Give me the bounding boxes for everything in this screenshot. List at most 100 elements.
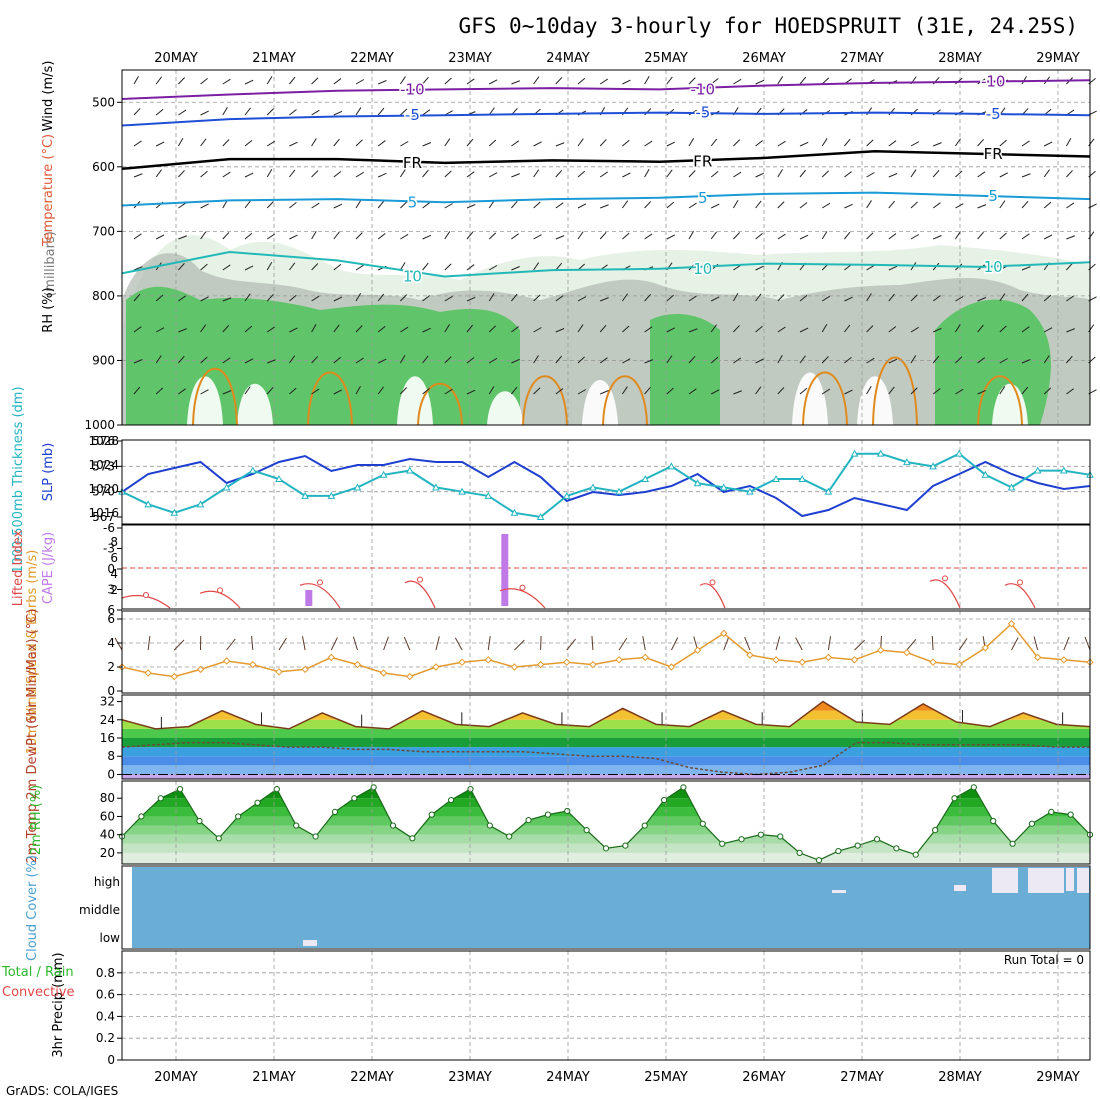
wind-barb (133, 293, 141, 302)
wind-barb (244, 358, 254, 364)
slp-frame (121, 439, 1091, 525)
wind-barb (799, 169, 807, 178)
wind-barb (688, 355, 696, 364)
wind-barb (444, 324, 450, 333)
wind-barb (511, 386, 518, 395)
wind-barb (799, 294, 808, 302)
wind10m-point (249, 660, 257, 669)
rh2m-point (157, 795, 164, 802)
wind-barb (355, 79, 365, 85)
wind-barb (621, 200, 629, 209)
rh2m-point (699, 820, 706, 827)
wind10m-point (222, 657, 231, 665)
wind-barb (488, 325, 497, 333)
rh2m-point (273, 786, 280, 793)
thickness-point (746, 487, 754, 495)
wind-barb (888, 326, 897, 333)
wind-barb (377, 200, 385, 209)
wind-barb (178, 295, 187, 302)
wind-barb (155, 355, 162, 364)
wind-barb (777, 76, 784, 85)
wind10m-barb (251, 636, 254, 651)
wind-barb (466, 264, 475, 271)
wind-barb (399, 169, 406, 178)
wind-barb (977, 389, 987, 395)
wind-barb (1066, 355, 1073, 364)
wind-barb (266, 169, 273, 178)
slp-line (121, 454, 1091, 518)
wind10m-point (432, 663, 440, 671)
wind-barb (577, 324, 584, 333)
wind-barb (222, 78, 231, 85)
wind-barb (1021, 293, 1029, 302)
wind-barb (1021, 173, 1031, 178)
isotherm-label-FR-0: FR (403, 154, 422, 172)
rh2m-point (448, 796, 455, 804)
rh-band-0 (122, 852, 1090, 864)
wind-barb (1043, 169, 1050, 178)
wind-barb (422, 142, 432, 147)
rh2m-point (312, 833, 319, 840)
temp2m-y-label: 2m Temp 2m DewPt (6hr Min/Max) (°C) (25, 609, 40, 864)
wind-barb (644, 76, 650, 85)
rh2m-point (409, 835, 416, 842)
wind10m-barb (278, 637, 287, 651)
wind-barb (644, 326, 653, 333)
wind-barb (733, 139, 741, 147)
wind10m-barb (1084, 636, 1091, 651)
wind-barb (222, 264, 231, 271)
wind-barb (511, 80, 520, 85)
upper-y-label: (millibars) (43, 231, 58, 297)
cloud-gap-3 (1066, 868, 1074, 891)
wind-barb (444, 295, 453, 302)
wind-barb (955, 296, 964, 302)
wind-barb (688, 202, 697, 209)
wind-barb (1088, 231, 1095, 240)
wind10m-point (484, 656, 492, 664)
wind-barb (378, 80, 387, 85)
wind-barb (289, 327, 298, 333)
wind-barb (888, 265, 898, 271)
wind-barb (422, 327, 431, 333)
thickness-point (458, 487, 466, 495)
rh2m-point (196, 817, 203, 825)
wind-barb (311, 202, 320, 209)
wind-barb (1066, 328, 1075, 333)
wind-barb (266, 140, 276, 147)
rh2m-point (641, 822, 648, 829)
wind-barb (355, 200, 362, 209)
wind-barb (888, 173, 898, 178)
temp2m-line (121, 700, 1091, 730)
precip-panel: 0 0.2 0.4 0.6 0.8 (96, 950, 1091, 1067)
wind10m-point (353, 660, 362, 669)
wind-barb (733, 232, 741, 240)
wind-barb (733, 357, 742, 364)
wind-barb (200, 203, 209, 209)
wind-barb (444, 231, 451, 240)
lifted-y-label: Lifted Index (11, 529, 26, 606)
wind10m-point (379, 669, 388, 677)
temp-band-1 (122, 765, 1090, 775)
wind10m-point (327, 653, 336, 662)
wind10m-point (929, 658, 937, 666)
wind-barb (133, 75, 139, 85)
wind-barb (1043, 201, 1052, 209)
wind-barb (488, 386, 495, 395)
wind-barb (755, 200, 762, 209)
wind-barb (821, 138, 828, 147)
wind-barb (844, 203, 853, 209)
wind-barb (466, 78, 475, 85)
wind-barb (844, 389, 853, 395)
wind-barb (422, 295, 430, 302)
wind-barb (821, 231, 828, 240)
wind-barb (311, 170, 319, 178)
wind10m-point (196, 665, 205, 674)
wind-barb (710, 296, 720, 302)
wind10m-point (876, 646, 885, 654)
rh2m-point (1009, 840, 1016, 847)
wind-barb (844, 356, 852, 364)
wind-barb (444, 203, 453, 209)
wind-barb (289, 76, 296, 85)
warm-contour-1 (307, 371, 353, 426)
wind-barb (311, 109, 320, 116)
